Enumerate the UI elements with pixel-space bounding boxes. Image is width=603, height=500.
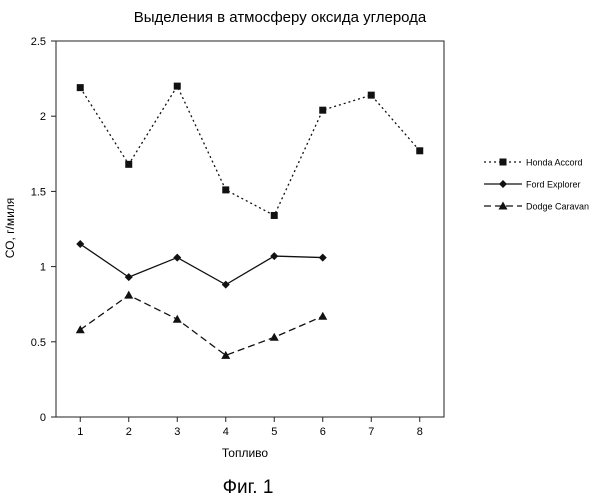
legend-label-ford-explorer: Ford Explorer: [526, 180, 581, 190]
x-tick-label: 5: [271, 426, 277, 438]
x-tick-label: 3: [174, 426, 180, 438]
series-line-dodge-caravan: [79, 294, 324, 357]
data-point-ford-explorer: [173, 253, 182, 262]
legend-marker-ford-explorer: [499, 180, 507, 188]
series-ford-explorer: [76, 240, 327, 289]
data-point-dodge-caravan: [172, 314, 182, 323]
x-tick-label: 2: [126, 426, 132, 438]
figure-caption: Фиг. 1: [223, 477, 274, 498]
series-line-ford-explorer: [79, 243, 323, 286]
series-line-honda-accord: [79, 84, 421, 217]
legend-marker-honda-accord: [499, 158, 507, 166]
data-point-ford-explorer: [318, 253, 327, 262]
y-tick-label: 2.5: [31, 36, 46, 48]
legend-label-dodge-caravan: Dodge Caravan: [526, 202, 589, 212]
x-tick-label: 4: [223, 426, 229, 438]
legend-marker-dodge-caravan: [498, 201, 508, 210]
legend-label-honda-accord: Honda Accord: [526, 158, 583, 168]
data-point-honda-accord: [173, 82, 181, 90]
data-point-dodge-caravan: [318, 311, 328, 320]
data-point-ford-explorer: [76, 240, 85, 249]
data-point-ford-explorer: [270, 252, 279, 261]
data-point-honda-accord: [416, 147, 424, 155]
x-tick-label: 1: [77, 426, 83, 438]
y-tick-label: 2: [40, 111, 46, 123]
x-tick-label: 8: [417, 426, 423, 438]
data-point-honda-accord: [319, 106, 327, 114]
data-point-ford-explorer: [221, 280, 230, 289]
data-point-honda-accord: [270, 211, 278, 219]
data-point-honda-accord: [76, 84, 84, 92]
y-tick-label: 0.5: [31, 337, 46, 349]
chart-title: Выделения в атмосферу оксида углерода: [134, 9, 427, 26]
data-point-honda-accord: [222, 186, 230, 194]
x-tick-label: 7: [368, 426, 374, 438]
data-point-dodge-caravan: [124, 290, 134, 299]
plot-frame: [55, 40, 445, 418]
series-honda-accord: [76, 82, 424, 219]
data-point-dodge-caravan: [75, 325, 85, 334]
x-tick-label: 6: [320, 426, 326, 438]
data-point-ford-explorer: [124, 273, 133, 282]
y-tick-label: 0: [40, 412, 46, 424]
data-point-honda-accord: [125, 160, 133, 168]
series-dodge-caravan: [75, 290, 328, 359]
data-point-honda-accord: [367, 91, 375, 99]
y-tick-label: 1.5: [31, 186, 46, 198]
data-point-dodge-caravan: [269, 332, 279, 341]
y-axis-label: СО, г/миля: [3, 198, 17, 259]
y-tick-label: 1: [40, 262, 46, 274]
data-point-dodge-caravan: [221, 350, 231, 359]
x-axis-label: Топливо: [222, 446, 269, 460]
